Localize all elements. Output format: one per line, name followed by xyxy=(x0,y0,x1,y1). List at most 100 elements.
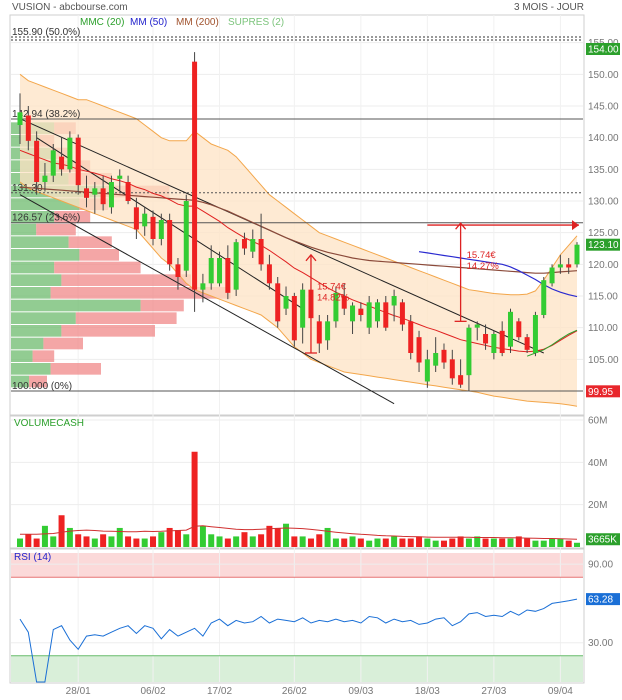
badge-top-price: 154.00 xyxy=(586,43,620,56)
rsi-oversold-zone xyxy=(11,655,583,682)
volume-profile-down xyxy=(61,274,192,286)
volume-bar xyxy=(349,536,356,547)
volume-bar xyxy=(574,542,580,547)
badge-volume-bg xyxy=(586,533,620,546)
level-label: 142.94 (38.2%) xyxy=(12,109,80,120)
volume-bar xyxy=(233,536,240,547)
volume-profile-down xyxy=(36,223,76,236)
volume-profile-down xyxy=(79,249,119,261)
price-y-tick: 105.00 xyxy=(588,355,619,366)
candle-up xyxy=(233,242,239,290)
candle-up xyxy=(374,302,380,322)
volume-bar xyxy=(557,538,564,547)
candle-down xyxy=(133,207,139,230)
bollinger-fill xyxy=(20,74,577,407)
candle-down xyxy=(458,375,464,385)
badge-rsi: 63.28 xyxy=(586,593,620,606)
legend-mm200: MM (200) xyxy=(176,17,219,28)
date-x-tick: 09/03 xyxy=(348,686,373,697)
volume-profile-up xyxy=(11,363,51,375)
volume-bar xyxy=(141,538,148,547)
candle-down xyxy=(241,239,247,249)
date-x-tick: 17/02 xyxy=(207,686,232,697)
candle-down xyxy=(258,239,264,265)
candle-up xyxy=(491,334,497,353)
price-y-tick: 140.00 xyxy=(588,133,619,144)
volume-profile-down xyxy=(61,325,155,337)
volume-bar xyxy=(216,536,223,547)
rsi-panel-title: RSI (14) xyxy=(14,552,51,563)
arrow-head xyxy=(455,222,467,230)
legend-mmc20: MMC (20) xyxy=(80,17,124,28)
arrow-head xyxy=(572,220,579,231)
bollinger-upper xyxy=(19,73,578,296)
date-x-tick: 26/02 xyxy=(282,686,307,697)
volume-profile-up xyxy=(11,249,80,261)
volume-profile-down xyxy=(29,375,47,388)
volume-profile-down xyxy=(50,287,231,299)
price-y-tick: 135.00 xyxy=(588,165,619,176)
candle-up xyxy=(366,302,372,328)
badge-volume: 3665K xyxy=(586,533,620,546)
candle-up xyxy=(117,175,123,179)
volume-profile-down xyxy=(32,350,55,362)
volume-profile-up xyxy=(11,236,69,248)
volume-panel xyxy=(9,415,585,549)
volume-bar xyxy=(532,540,539,547)
candle-up xyxy=(507,311,513,347)
volume-bar xyxy=(499,538,506,547)
volume-bar xyxy=(258,534,265,547)
volume-bar xyxy=(116,527,123,547)
candle-up xyxy=(466,327,472,376)
arrow-head xyxy=(305,253,317,262)
volume-bar xyxy=(324,527,331,547)
candle-up xyxy=(183,201,189,271)
date-x-tick: 27/03 xyxy=(481,686,506,697)
candle-up xyxy=(142,213,148,227)
volume-bar xyxy=(465,538,472,547)
volume-bar xyxy=(474,536,481,547)
candle-up xyxy=(17,112,23,125)
candle-up xyxy=(391,296,397,306)
level-label: 100.000 (0%) xyxy=(12,381,72,392)
volume-bar xyxy=(283,523,290,547)
candle-down xyxy=(75,137,81,186)
volume-bar xyxy=(482,538,489,547)
volume-bar xyxy=(25,534,32,547)
fibonacci-levels: 155.90 (50.0%) 142.94 (38.2%) 131.30 126.57… xyxy=(11,27,583,392)
rsi-series-line xyxy=(19,598,578,683)
volume-y-tick: 60M xyxy=(588,416,607,427)
candle-down xyxy=(499,330,505,353)
candle-up xyxy=(50,150,56,176)
volume-bar xyxy=(274,527,281,547)
volume-bar xyxy=(150,536,157,547)
volume-profile-up xyxy=(11,375,29,388)
volume-profile-up xyxy=(11,350,33,362)
volume-bar xyxy=(50,536,57,547)
volume-bar xyxy=(299,536,306,547)
candle-up xyxy=(549,267,555,284)
volume-bar xyxy=(241,532,248,547)
price-y-tick: 115.00 xyxy=(588,292,618,303)
volume-profile-up xyxy=(11,325,62,337)
volume-bar xyxy=(440,540,447,547)
price-y-tick: 150.00 xyxy=(588,70,619,81)
volume-bar xyxy=(399,538,406,547)
volume-bar xyxy=(75,534,82,547)
volume-profile-down xyxy=(68,236,112,248)
candle-down xyxy=(416,337,422,363)
volume-bar xyxy=(540,540,547,547)
volume-bar xyxy=(41,525,48,547)
volume-bar xyxy=(332,538,339,547)
volume-profile-up xyxy=(11,287,51,299)
level-label: 126.57 (23.6%) xyxy=(12,213,80,224)
volume-bar xyxy=(549,538,556,547)
badge-low-price: 99.95 xyxy=(586,385,620,398)
volume-bar xyxy=(125,536,132,547)
badge-low-bg xyxy=(586,385,620,398)
volume-bar xyxy=(382,538,389,547)
volume-bar xyxy=(407,538,414,547)
badge-volume-text: 3665K xyxy=(588,535,617,546)
rsi-overbought-zone xyxy=(11,553,583,578)
